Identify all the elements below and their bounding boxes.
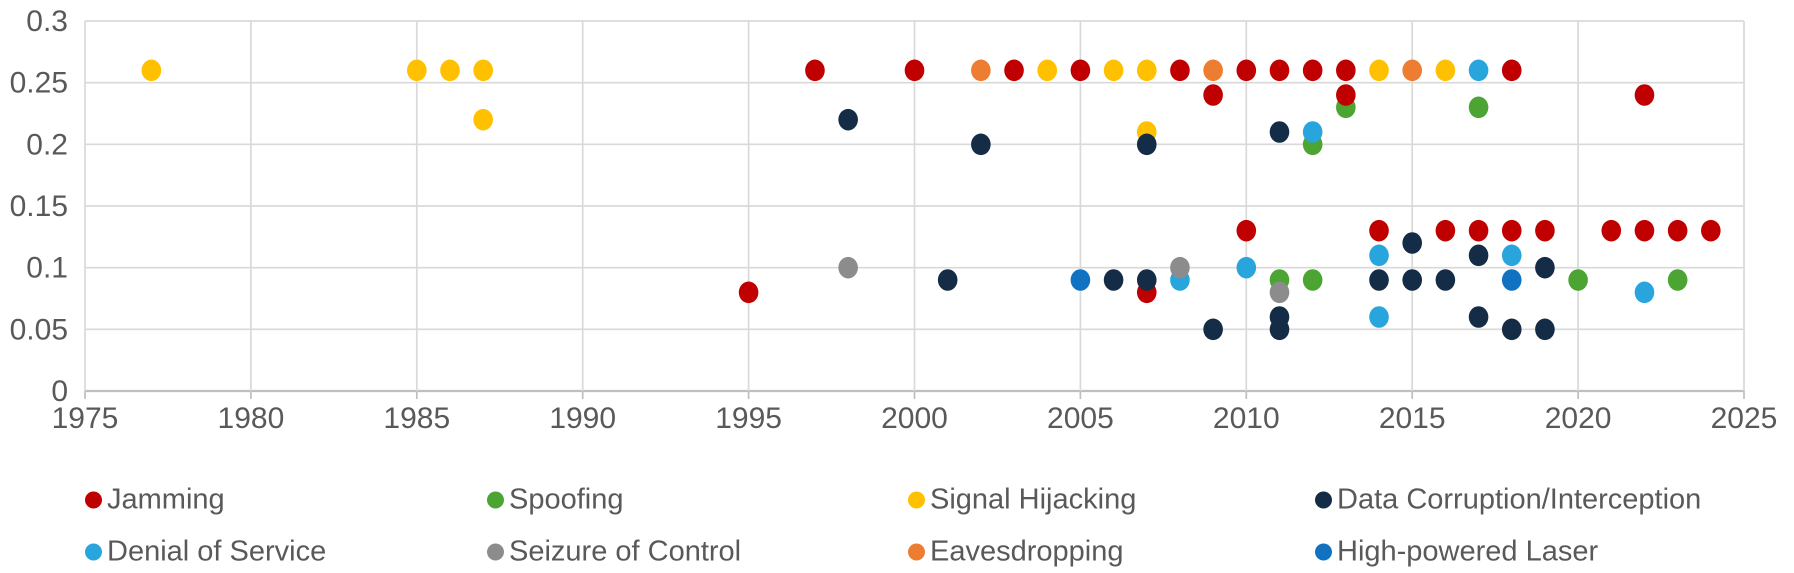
point-denial-of-service-2014 (1369, 306, 1389, 328)
point-jamming-2021 (1601, 219, 1622, 242)
point-data-corruption-interception-2017 (1468, 306, 1489, 328)
point-data-corruption-interception-2018 (1501, 318, 1522, 341)
point-data-corruption-interception-2016 (1435, 269, 1456, 291)
point-denial-of-service-2022 (1634, 281, 1655, 304)
point-data-corruption-interception-2019 (1535, 256, 1555, 279)
point-jamming-2018 (1501, 219, 1522, 242)
point-jamming-2017 (1468, 219, 1489, 242)
x-tick-label-2025: 2025 (1711, 402, 1778, 435)
point-seizure-of-control-1998 (838, 256, 858, 279)
point-jamming-2005 (1070, 59, 1091, 82)
x-tick-label-1980: 1980 (218, 402, 285, 435)
point-spoofing-2012 (1302, 269, 1323, 291)
point-jamming-2019 (1535, 219, 1555, 242)
x-tick-label-1985: 1985 (383, 402, 450, 435)
point-data-corruption-interception-2007 (1136, 133, 1157, 156)
point-spoofing-2017 (1468, 96, 1489, 119)
x-tick-label-1995: 1995 (715, 402, 782, 435)
point-signal-hijacking-1986 (440, 59, 460, 82)
x-tick-label-2015: 2015 (1379, 402, 1446, 435)
point-jamming-2008 (1170, 59, 1190, 82)
point-signal-hijacking-2004 (1037, 59, 1058, 82)
x-tick-label-2005: 2005 (1047, 402, 1114, 435)
point-data-corruption-interception-2015 (1402, 269, 1422, 291)
point-jamming-2016 (1435, 219, 1456, 242)
point-eavesdropping-2002 (971, 59, 991, 82)
point-jamming-2010 (1236, 59, 1257, 82)
point-jamming-2022 (1634, 84, 1655, 106)
point-data-corruption-interception-2017 (1468, 244, 1489, 267)
point-signal-hijacking-2016 (1435, 59, 1456, 82)
point-jamming-2018 (1501, 59, 1522, 82)
point-jamming-2014 (1369, 219, 1389, 242)
y-tick-label-0-1: 0.1 (26, 252, 68, 285)
point-spoofing-2023 (1667, 269, 1688, 291)
point-signal-hijacking-2006 (1103, 59, 1124, 82)
x-tick-label-2020: 2020 (1545, 402, 1612, 435)
point-data-corruption-interception-2009 (1203, 318, 1223, 341)
y-tick-label-0-2: 0.2 (26, 128, 68, 161)
point-jamming-2009 (1203, 84, 1223, 106)
y-tick-label-0-25: 0.25 (10, 67, 68, 100)
point-jamming-2011 (1269, 59, 1290, 82)
x-tick-label-1990: 1990 (549, 402, 616, 435)
point-denial-of-service-2012 (1302, 121, 1323, 143)
x-tick-label-2010: 2010 (1213, 402, 1280, 435)
point-jamming-2000 (904, 59, 925, 82)
y-tick-label-0-05: 0.05 (10, 313, 68, 346)
point-signal-hijacking-1985 (407, 59, 427, 82)
point-data-corruption-interception-2019 (1535, 318, 1555, 341)
point-denial-of-service-2017 (1468, 59, 1489, 82)
x-tick-label-2000: 2000 (881, 402, 948, 435)
point-data-corruption-interception-2011 (1269, 121, 1290, 143)
point-jamming-2003 (1004, 59, 1024, 82)
point-jamming-2023 (1667, 219, 1688, 242)
point-data-corruption-interception-2007 (1136, 269, 1157, 291)
point-high-powered-laser-2018 (1501, 269, 1522, 291)
point-seizure-of-control-2011 (1269, 281, 1290, 304)
point-data-corruption-interception-2006 (1103, 269, 1124, 291)
point-jamming-1997 (805, 59, 825, 82)
point-data-corruption-interception-2011 (1269, 318, 1290, 341)
point-signal-hijacking-1987 (473, 59, 493, 82)
point-seizure-of-control-2008 (1170, 256, 1190, 279)
point-jamming-2013 (1336, 59, 1356, 82)
point-signal-hijacking-1977 (141, 59, 162, 82)
point-signal-hijacking-2007 (1136, 59, 1157, 82)
point-jamming-2022 (1634, 219, 1655, 242)
point-data-corruption-interception-2014 (1369, 269, 1389, 291)
y-tick-label-0: 0 (51, 375, 68, 408)
point-data-corruption-interception-2015 (1402, 232, 1422, 254)
point-denial-of-service-2010 (1236, 256, 1257, 279)
point-jamming-1995 (738, 281, 759, 304)
point-denial-of-service-2018 (1501, 244, 1522, 267)
point-jamming-2024 (1701, 219, 1721, 242)
point-jamming-2013 (1336, 84, 1356, 106)
point-eavesdropping-2015 (1402, 59, 1422, 82)
point-signal-hijacking-1987 (473, 108, 493, 131)
point-spoofing-2020 (1568, 269, 1588, 291)
point-jamming-2012 (1302, 59, 1323, 82)
point-eavesdropping-2009 (1203, 59, 1223, 82)
y-tick-label-0-3: 0.3 (26, 5, 68, 38)
point-data-corruption-interception-1998 (838, 108, 858, 131)
point-signal-hijacking-2014 (1369, 59, 1389, 82)
point-denial-of-service-2014 (1369, 244, 1389, 267)
y-tick-label-0-15: 0.15 (10, 190, 68, 223)
point-data-corruption-interception-2001 (937, 269, 958, 291)
point-data-corruption-interception-2002 (971, 133, 991, 156)
point-high-powered-laser-2005 (1070, 269, 1091, 291)
x-tick-label-1975: 1975 (52, 402, 119, 435)
point-jamming-2010 (1236, 219, 1257, 242)
